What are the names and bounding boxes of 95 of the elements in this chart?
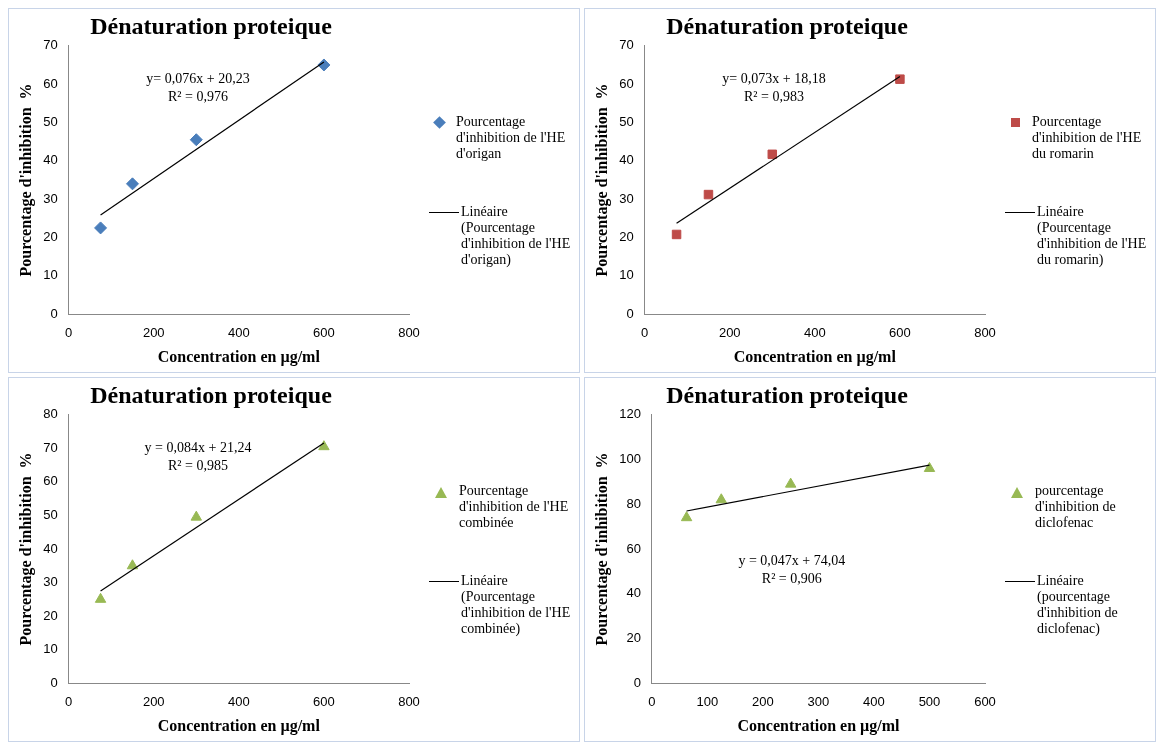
y-tick-label: 40: [43, 151, 58, 167]
x-tick-label: 500: [918, 693, 941, 709]
x-tick-label: 400: [863, 693, 885, 709]
legend-label: Linéaire (Pourcentage d'inhibition de l'HE du romarin): [1037, 203, 1148, 268]
y-axis-title: Pourcentage d'inhibition %: [592, 451, 611, 646]
y-tick-label: 60: [626, 540, 641, 556]
y-tick-label: 0: [50, 305, 58, 321]
x-tick-label: 800: [398, 324, 420, 340]
y-tick-label: 10: [619, 266, 634, 282]
annotation: R² = 0,985: [168, 457, 228, 473]
y-tick-label: 20: [626, 629, 641, 645]
legend-label: Linéaire (Pourcentage d'inhibition de l'HE d'origan): [461, 203, 572, 268]
y-tick-label: 10: [43, 640, 58, 656]
x-tick-label: 600: [974, 693, 996, 709]
point: [715, 492, 727, 503]
annotation: R² = 0,906: [761, 570, 822, 586]
y-tick-label: 0: [50, 674, 58, 690]
point: [94, 220, 108, 234]
point: [703, 189, 714, 199]
x-axis-title: Concentration en µg/ml: [157, 347, 321, 366]
y-tick-label: 20: [43, 228, 58, 244]
y-tick-label: 30: [43, 573, 58, 589]
point: [190, 510, 202, 521]
y-axis-title: Pourcentage d'inhibition %: [16, 82, 35, 277]
point: [189, 132, 203, 146]
legend-label: Pourcentage d'inhibition de l'HE d'origan: [456, 113, 567, 162]
legend-label: Linéaire (pourcentage d'inhibition de diclofenac): [1037, 572, 1119, 637]
chart-title: Dénaturation proteique: [90, 12, 333, 39]
point: [923, 461, 936, 472]
point: [895, 73, 905, 84]
y-tick-label: 50: [43, 113, 58, 129]
x-tick-label: 200: [752, 693, 774, 709]
y-tick-label: 50: [43, 506, 58, 522]
x-tick-label: 0: [65, 693, 73, 709]
point: [767, 149, 778, 159]
x-tick-label: 400: [227, 324, 250, 340]
legend-label: Linéaire (Pourcentage d'inhibition de l'HE combinée): [461, 572, 572, 637]
annotation: y = 0,047x + 74,04: [738, 552, 846, 568]
x-tick-label: 400: [227, 693, 250, 709]
x-tick-label: 600: [889, 324, 911, 340]
y-tick-label: 70: [43, 36, 58, 52]
point: [680, 510, 693, 521]
y-tick-label: 40: [619, 151, 634, 167]
x-tick-label: 800: [974, 324, 996, 340]
chart-title: Dénaturation proteique: [90, 381, 333, 408]
x-axis-title: Concentration en µg/ml: [737, 716, 901, 735]
y-tick-label: 30: [43, 190, 58, 206]
y-tick-label: 40: [626, 584, 641, 600]
point: [94, 592, 107, 603]
y-tick-label: 60: [43, 75, 58, 91]
chart-title: Dénaturation proteique: [666, 12, 909, 39]
y-tick-label: 80: [626, 495, 641, 511]
point: [125, 176, 139, 190]
y-tick-label: 100: [619, 450, 641, 466]
x-axis-title: Concentration en µg/ml: [733, 347, 897, 366]
y-tick-label: 60: [619, 75, 634, 91]
y-tick-label: 40: [43, 540, 58, 556]
chart-title: Dénaturation proteique: [666, 381, 909, 408]
legend-label: Pourcentage d'inhibition de l'HE combinée: [459, 482, 570, 531]
y-tick-label: 70: [619, 36, 634, 52]
x-tick-label: 0: [648, 693, 656, 709]
y-tick-label: 120: [619, 405, 641, 421]
x-tick-label: 600: [313, 324, 335, 340]
y-tick-label: 0: [626, 305, 634, 321]
annotation: y= 0,073x + 18,18: [722, 70, 826, 86]
y-tick-label: 20: [619, 228, 634, 244]
x-tick-label: 600: [313, 693, 335, 709]
x-tick-label: 800: [398, 693, 420, 709]
point: [126, 558, 139, 569]
legend-label: pourcentage d'inhibition de diclofenac: [1035, 482, 1117, 531]
legend-label: Pourcentage d'inhibition de l'HE du romarin: [1032, 113, 1143, 162]
y-axis-title: Pourcentage d'inhibition %: [16, 451, 35, 646]
y-tick-label: 50: [619, 113, 634, 129]
x-tick-label: 0: [65, 324, 73, 340]
annotation: R² = 0,983: [744, 88, 804, 104]
annotation: y = 0,084x + 21,24: [144, 439, 252, 455]
x-tick-label: 300: [807, 693, 830, 709]
point: [671, 229, 682, 239]
y-tick-label: 30: [619, 190, 634, 206]
point: [784, 477, 797, 488]
y-tick-label: 70: [43, 439, 58, 455]
annotation: y= 0,076x + 20,23: [146, 70, 250, 86]
x-tick-label: 200: [142, 693, 165, 709]
annotation: R² = 0,976: [168, 88, 228, 104]
x-axis-title: Concentration en µg/ml: [157, 716, 321, 735]
x-tick-label: 100: [696, 693, 719, 709]
x-tick-label: 400: [803, 324, 826, 340]
x-tick-label: 200: [142, 324, 165, 340]
x-tick-label: 200: [718, 324, 741, 340]
y-tick-label: 60: [43, 472, 58, 488]
y-axis-title: Pourcentage d'inhibition %: [592, 82, 611, 277]
y-tick-label: 0: [633, 674, 641, 690]
y-tick-label: 10: [43, 266, 58, 282]
y-tick-label: 80: [43, 405, 58, 421]
y-tick-label: 20: [43, 607, 58, 623]
